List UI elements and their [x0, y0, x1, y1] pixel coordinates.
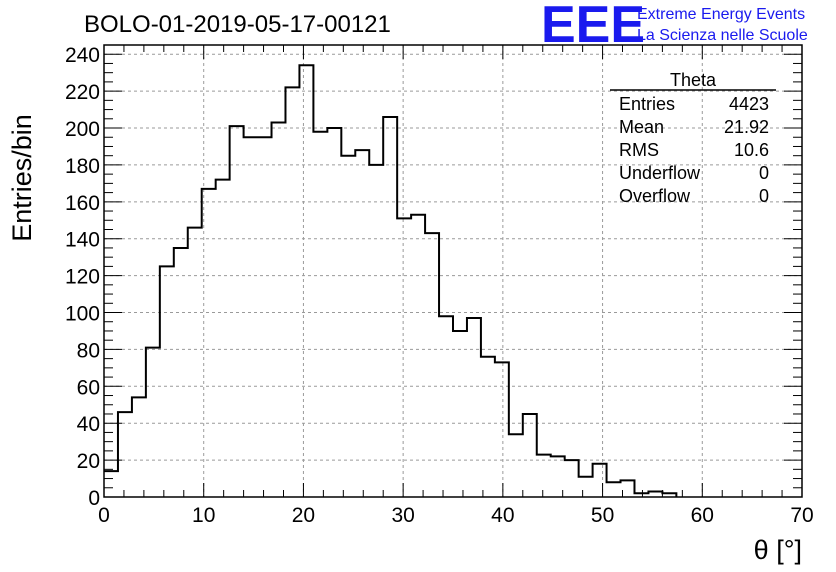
y-tick-label: 40: [77, 413, 100, 436]
histogram-bin: [104, 471, 118, 497]
y-tick-label: 60: [77, 376, 100, 399]
logo-line-2: La Scienza nelle Scuole: [637, 27, 808, 44]
tick-labels: 0 10 20 30 40 50 60 70 0 20 40 60 80 100 120 140 160 180 2…: [65, 44, 814, 527]
y-tick-label: 80: [77, 339, 100, 362]
histogram-bin: [202, 189, 216, 497]
histogram-outline: [104, 64, 678, 497]
histogram-bin: [369, 165, 383, 497]
y-tick-label: 140: [65, 229, 100, 252]
histogram-bin: [593, 464, 607, 497]
stats-label: Mean: [619, 117, 664, 137]
stats-box: Theta Entries 4423 Mean 21.92 RMS 10.6 Underfl…: [610, 70, 776, 206]
histogram-bin: [495, 362, 509, 497]
histogram-bin: [230, 126, 244, 497]
x-tick-label: 20: [292, 504, 315, 527]
histogram-bin: [523, 414, 537, 497]
histogram-bin: [537, 455, 551, 497]
histogram-bin: [146, 348, 160, 497]
histogram-bin: [160, 266, 174, 497]
plot-border: [103, 44, 803, 498]
histogram-bin: [216, 180, 230, 497]
histogram-bin: [244, 137, 258, 497]
histogram-bin: [132, 397, 146, 497]
stats-title: Theta: [670, 70, 717, 90]
histogram-bin: [341, 156, 355, 497]
x-tick-label: 40: [491, 504, 514, 527]
y-tick-label: 160: [65, 192, 100, 215]
x-tick-label: 70: [790, 504, 813, 527]
eee-logo-mark: EEE: [541, 0, 645, 54]
histogram-bin: [313, 132, 327, 497]
histogram-bin: [383, 117, 397, 497]
histogram-bin: [453, 331, 467, 497]
histogram-bin: [174, 248, 188, 497]
histogram-bin: [285, 87, 299, 497]
stats-label: Underflow: [619, 163, 701, 183]
stats-value: 0: [759, 186, 769, 206]
histogram-bin: [272, 122, 286, 497]
stats-label: RMS: [619, 140, 659, 160]
stats-value: 4423: [729, 94, 769, 114]
stats-value: 21.92: [724, 117, 769, 137]
x-tick-label: 0: [98, 504, 110, 527]
axis-ticks: [103, 44, 803, 498]
stats-value: 0: [759, 163, 769, 183]
stats-label: Overflow: [619, 186, 691, 206]
eee-logo: EEE Extreme Energy Events La Scienza nel…: [541, 0, 808, 54]
x-axis-title: θ [°]: [754, 535, 802, 565]
y-axis-title: Entries/bin: [7, 114, 37, 242]
y-tick-label: 180: [65, 155, 100, 178]
x-tick-label: 50: [591, 504, 614, 527]
histogram-bin: [188, 228, 202, 497]
grid: [104, 45, 802, 497]
histogram-bin: [509, 434, 523, 497]
y-tick-label: 220: [65, 81, 100, 104]
chart-title: BOLO-01-2019-05-17-00121: [84, 11, 391, 38]
histogram-bin: [397, 218, 411, 497]
logo-line-1: Extreme Energy Events: [637, 6, 805, 23]
histogram-bin: [118, 412, 132, 497]
y-tick-label: 0: [88, 487, 100, 510]
histogram-bin: [439, 316, 453, 497]
plot-frame: [103, 44, 803, 498]
y-tick-label: 100: [65, 303, 100, 326]
histogram-bin: [607, 482, 621, 497]
y-tick-label: 200: [65, 118, 100, 141]
histogram-bin: [258, 137, 272, 497]
histogram-bin: [411, 215, 425, 497]
histogram: [104, 64, 678, 497]
y-tick-label: 240: [65, 44, 100, 67]
histogram-bin: [299, 65, 313, 497]
stats-value: 10.6: [734, 140, 769, 160]
histogram-bin: [467, 318, 481, 497]
stats-label: Entries: [619, 94, 675, 114]
x-tick-label: 60: [691, 504, 714, 527]
y-tick-label: 120: [65, 266, 100, 289]
histogram-bin: [425, 233, 439, 497]
histogram-bin: [565, 460, 579, 497]
x-tick-label: 30: [391, 504, 414, 527]
x-tick-label: 10: [192, 504, 215, 527]
histogram-bin: [579, 477, 593, 497]
histogram-bin: [481, 357, 495, 497]
y-tick-label: 20: [77, 450, 100, 473]
